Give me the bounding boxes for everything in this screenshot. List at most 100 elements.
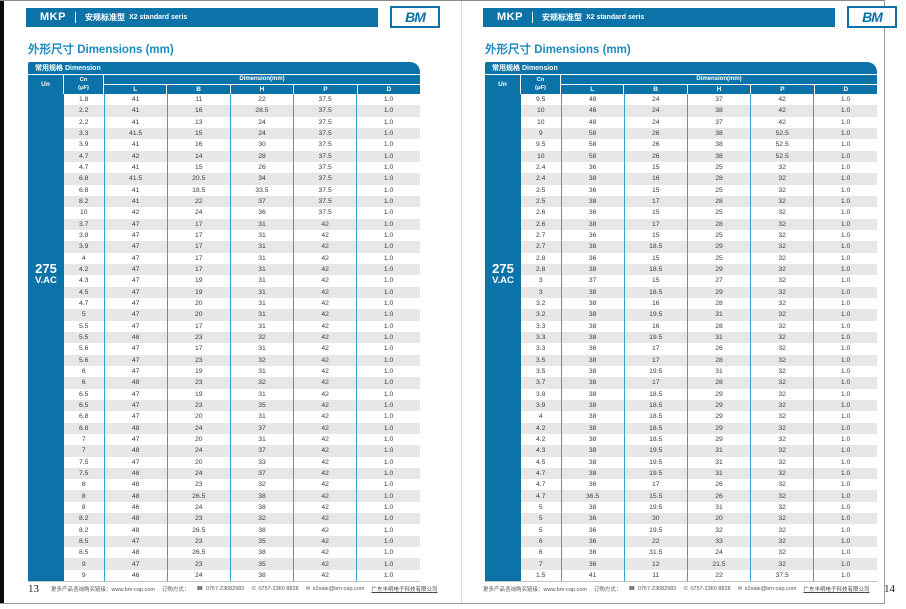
dimension-cell: 17 [623, 354, 688, 366]
table-row: 4.7 42 14 28 37.5 1.0 [64, 150, 420, 162]
footer-link: 更多产品咨询购买链接：www.bm-cap.com [483, 587, 587, 593]
dimension-cell: 5 [538, 503, 543, 511]
dimension-cell: 48 [103, 377, 168, 389]
dimension-cell: 23 [166, 399, 231, 412]
dimension-cell: 48 [103, 479, 168, 491]
dimension-cell: 32 [750, 524, 814, 536]
data-table: 1.8 41 11 22 37.5 1.0 2.2 41 16 28.5 37.5 1.0 2.2 41 1… [64, 94, 420, 582]
table-row: 3.5 38 19.5 31 32 1.0 [521, 365, 877, 378]
email-address: x2sale@bm-cap.com [744, 586, 797, 592]
dimension-cell: 42 [293, 309, 357, 321]
dimension-cell: 32 [229, 354, 294, 366]
dimension-cell: 42 [293, 467, 357, 480]
dimension-cell: 3.3 [536, 334, 546, 342]
dimension-cell: 32 [750, 343, 814, 355]
dimension-cell: 38 [560, 331, 625, 344]
header-bar: MKP 安规标准型 X2 standard seris [26, 7, 378, 27]
dimension-cell: 25 [686, 252, 751, 264]
dimension-cell: 1.0 [356, 433, 420, 446]
dimension-cell: 47 [103, 241, 168, 253]
dimension-cell: 9 [81, 560, 86, 568]
bm-logo: BM [847, 6, 897, 28]
table-row: 3 38 18.5 29 32 1.0 [521, 286, 877, 298]
dimensions-table: 常用规格 Dimension Un Cn (μF) Dimension(mm) … [485, 62, 877, 583]
table-row: 2.7 38 18.5 29 32 1.0 [521, 241, 877, 253]
dimension-cell: 9.5 [536, 96, 546, 104]
dimension-cell: 16 [166, 139, 231, 151]
email-address: x2sale@bm-cap.com [312, 586, 365, 592]
cn-unit: (μF) [535, 84, 546, 91]
dimension-cell: 32 [750, 320, 814, 332]
dimension-cell: 1.0 [813, 343, 877, 355]
dimension-cell: 42 [750, 116, 814, 128]
dimension-cell: 12 [623, 558, 688, 570]
dimension-cell: 47 [103, 297, 168, 310]
dimension-cell: 1.0 [813, 524, 877, 536]
dimension-cell: 41 [103, 139, 168, 151]
table-row: 4 47 17 31 42 1.0 [64, 252, 420, 264]
dimension-cell: 31 [686, 467, 751, 480]
dimension-cell: 5 [81, 311, 86, 319]
dimension-cell: 38 [560, 195, 625, 208]
dimension-cell: 1.0 [813, 150, 877, 162]
dimension-cell: 35 [229, 399, 294, 412]
table-row: 8 46 24 38 42 1.0 [64, 501, 420, 514]
table-row: 6.5 47 19 31 42 1.0 [64, 388, 420, 400]
dimension-cell: 31 [229, 320, 294, 332]
dimension-cell: 1.0 [813, 229, 877, 242]
dimension-cell: 1.0 [813, 94, 877, 106]
phone-number: 0757-23682982 [205, 586, 245, 592]
dimension-cell: 36 [560, 229, 625, 242]
dimension-cell: 32 [750, 263, 814, 276]
dimension-cell: 33 [229, 456, 294, 468]
subtitle-cn: 安规标准型 [541, 12, 582, 22]
dimension-cell: 7 [81, 447, 86, 455]
page-header: MKP 安规标准型 X2 standard seris BM [483, 6, 897, 28]
dimension-cell: 32 [750, 184, 814, 196]
dimension-cell: 1.0 [356, 411, 420, 423]
dimension-cell: 47 [103, 218, 168, 230]
table-row: 4.5 47 19 31 42 1.0 [64, 286, 420, 298]
dimension-cell: 36 [560, 558, 625, 570]
dimension-cell: 32 [750, 467, 814, 480]
dimension-cell: 16 [623, 320, 688, 332]
dimension-cell: 1.0 [813, 173, 877, 185]
dimension-cell: 11 [623, 569, 688, 582]
dimension-cell: 32 [750, 365, 814, 378]
phone-item: ☎ 0757-23682982 [196, 586, 244, 592]
dimension-group-header: Dimension(mm) L B H P D [561, 75, 877, 95]
dimension-cell: 1.0 [356, 377, 420, 389]
dimension-cell: 25 [686, 161, 751, 174]
dimension-cell: 32 [750, 411, 814, 423]
dimension-cell: 47 [103, 252, 168, 264]
dimension-cell: 5.6 [79, 356, 89, 364]
table-header: Un Cn (μF) Dimension(mm) L B H P D [485, 75, 877, 95]
dimension-cell: 3.8 [79, 232, 89, 240]
dimension-cell: 15 [623, 275, 688, 287]
dimension-cell: 3.3 [536, 322, 546, 330]
dimension-cell: 32 [686, 524, 751, 536]
dimension-cell: 38 [560, 354, 625, 366]
dimension-cell: 1.0 [356, 320, 420, 332]
table-row: 7 36 12 21.5 32 1.0 [521, 558, 877, 570]
dimension-cell: 15 [623, 184, 688, 196]
dimension-cell: 32 [750, 241, 814, 253]
dimension-cell: 6.5 [79, 402, 89, 410]
dimension-cell: 36 [560, 252, 625, 264]
dimension-cell: 20 [166, 433, 231, 446]
dimension-cell: 1.0 [356, 343, 420, 355]
dimension-cell: 2.4 [536, 164, 546, 172]
dimension-cell: 1.0 [813, 116, 877, 128]
dimension-cell: 26 [623, 127, 688, 140]
dimension-cell: 17 [623, 377, 688, 389]
dimension-cell: 37 [229, 467, 294, 480]
dimension-cell: 32 [229, 479, 294, 491]
dimension-cell: 1.0 [813, 309, 877, 321]
dimension-cell: 46 [103, 501, 168, 514]
dimension-cell: 25 [686, 207, 751, 219]
dimension-cell: 28 [686, 354, 751, 366]
dimension-cell: 1.0 [356, 286, 420, 298]
company-name: 广东丰明电子科技有限公司 [803, 587, 870, 593]
dimension-cell: 42 [750, 105, 814, 117]
dimension-cell: 31.5 [623, 547, 688, 559]
